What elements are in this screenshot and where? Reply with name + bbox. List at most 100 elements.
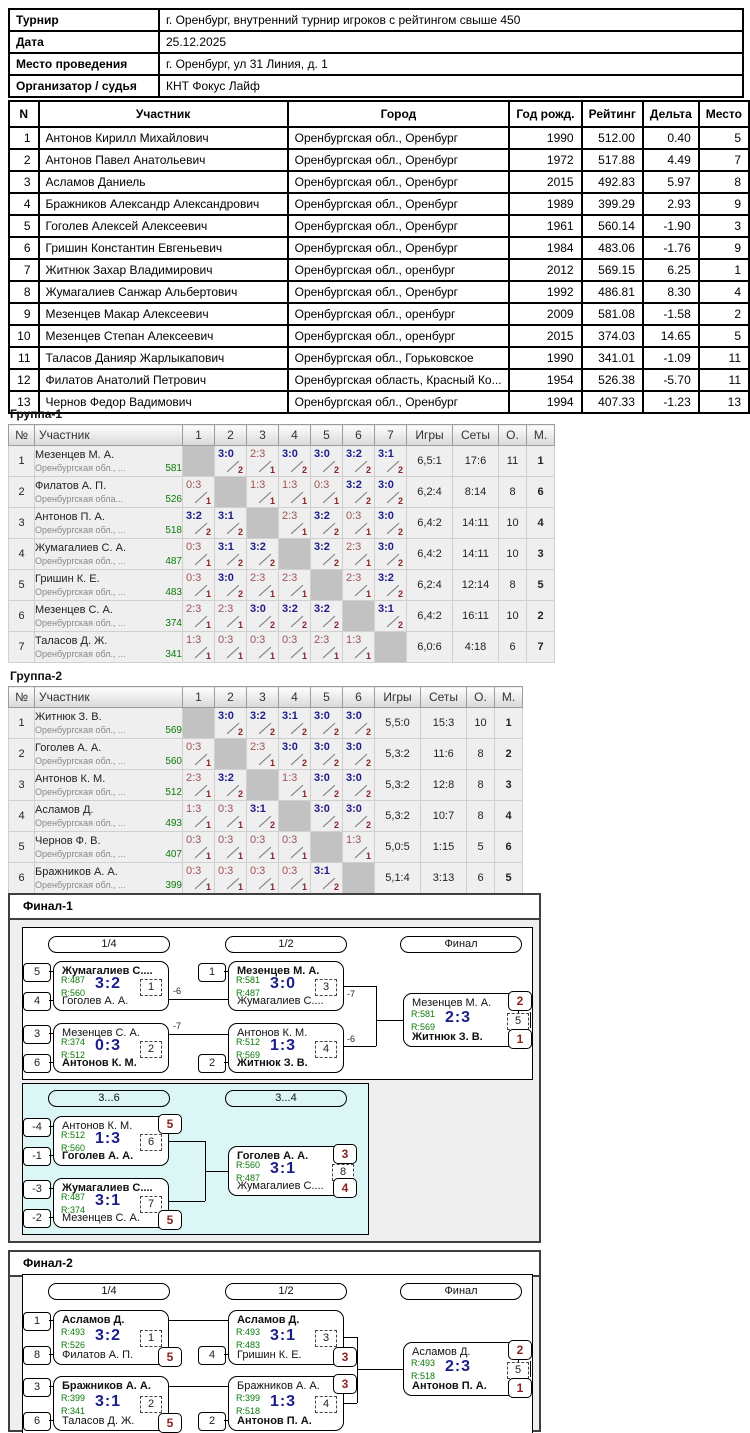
match-score: 1:3 — [269, 1037, 297, 1054]
participant-cell: 512.00 — [580, 126, 644, 150]
player-top: Асламов Д. — [237, 1314, 300, 1326]
match-points: 2 — [333, 620, 339, 630]
player-region: Оренбургская обла... — [35, 493, 123, 504]
player-top: Асламов Д. — [62, 1314, 125, 1326]
self-cell — [182, 707, 215, 739]
set-score: 0:3 — [218, 634, 234, 646]
column-header: 4 — [278, 686, 311, 708]
participant-cell: Оренбургская обл., Оренбург — [286, 214, 511, 238]
match-points: 1 — [205, 620, 211, 630]
match-points: 1 — [237, 851, 243, 861]
place-cell: 3 — [494, 769, 523, 801]
loser-destination-note: -7 — [173, 1021, 182, 1031]
row-number: 2 — [8, 738, 35, 770]
set-score: 2:3 — [250, 572, 266, 584]
info-label: Дата — [8, 30, 160, 54]
games-cell: 6,5:1 — [406, 445, 453, 477]
set-score: 1:3 — [282, 479, 298, 491]
rating-bottom: R:341 — [61, 1405, 86, 1416]
match-points: 2 — [365, 496, 371, 506]
round-label: 1/2 — [225, 936, 347, 953]
games-cell: 5,5:0 — [374, 707, 421, 739]
participant-cell: 1990 — [508, 346, 583, 370]
participant-cell: 8.30 — [641, 280, 700, 304]
participant-cell: 1994 — [508, 390, 583, 414]
participant-cell: Таласов Данияр Жарлыкапович — [37, 346, 289, 370]
points-cell: 8 — [466, 738, 495, 770]
score-cell: 0:3 1 — [310, 476, 343, 508]
player-cell: Антонов К. М. Оренбургская обл., ... 512 — [34, 769, 183, 801]
rating-top: R:560 — [236, 1160, 261, 1170]
participant-cell: Оренбургская обл., Оренбург — [286, 192, 511, 216]
participant-cell: -1.90 — [641, 214, 700, 238]
participant-cell: 2 — [8, 148, 40, 172]
participant-cell: Оренбургская обл., Оренбург — [286, 148, 511, 172]
score-cell: 1:3 1 — [342, 631, 375, 663]
player-top: Гоголев А. А. — [237, 1150, 309, 1162]
participant-cell: Оренбургская область, Красный Ко... — [286, 368, 511, 392]
match-points: 2 — [237, 527, 243, 537]
player-top: Антонов К. М. — [62, 1120, 133, 1132]
match-points: 2 — [333, 527, 339, 537]
rating-bottom: R:518 — [236, 1405, 261, 1416]
score-cell: 1:3 1 — [342, 831, 375, 863]
sets-cell: 1:15 — [420, 831, 467, 863]
participant-cell: Оренбургская обл., Оренбург — [286, 280, 511, 304]
rating-top: R:512 — [61, 1130, 86, 1140]
player-rating: 493 — [165, 817, 182, 829]
player-cell: Гоголев А. А. Оренбургская обл., ... 560 — [34, 738, 183, 770]
games-cell: 5,3:2 — [374, 769, 421, 801]
score-cell: 3:0 2 — [310, 769, 343, 801]
match-points: 2 — [397, 620, 403, 630]
rating-top: R:399 — [236, 1392, 261, 1403]
set-score: 3:1 — [218, 510, 234, 522]
player-region: Оренбургская обл., ... — [35, 817, 126, 828]
player-name: Мезенцев С. А. — [35, 603, 113, 616]
set-score: 0:3 — [186, 741, 202, 753]
player-subline: Оренбургская обл., ... 341 — [35, 648, 182, 660]
match-points: 1 — [237, 620, 243, 630]
player-name: Таласов Д. Ж. — [35, 634, 108, 647]
sets-cell: 4:18 — [452, 631, 499, 663]
bracket-match: Антонов К. М. R:512 R:569 1:3 4 Житнюк З. В. — [228, 1023, 344, 1073]
set-score: 1:3 — [250, 479, 266, 491]
player-region: Оренбургская обл., ... — [35, 648, 126, 659]
seed-box: 1 — [23, 1312, 51, 1331]
score-cell: 3:2 2 — [342, 445, 375, 477]
match-number-box: 5 — [507, 1361, 529, 1379]
player-subline: Оренбургская обл., ... 487 — [36, 556, 182, 567]
row-number: 4 — [8, 538, 35, 570]
set-score: 3:0 — [346, 710, 362, 722]
connector-line — [376, 1020, 403, 1021]
set-score: 3:1 — [378, 448, 394, 460]
participant-cell: 7 — [8, 258, 40, 282]
info-row: Турнир г. Оренбург, внутренний турнир игр… — [8, 8, 744, 32]
player-top: Бражников А. А. — [237, 1380, 320, 1392]
rating-bottom: R:569 — [411, 1022, 436, 1032]
player-rating: 518 — [165, 524, 182, 536]
player-top: Мезенцев С. А. — [62, 1027, 140, 1039]
column-header: Участник — [34, 686, 183, 708]
score-cell: 1:3 1 — [182, 800, 215, 832]
participant-cell: Оренбургская обл., Оренбург — [286, 126, 511, 150]
score-cell: 2:3 1 — [182, 600, 215, 632]
rating-top: R:581 — [411, 1009, 436, 1019]
bracket-match: Асламов Д. R:493 R:518 2:3 5 Антонов П. А. 2 1 — [403, 1340, 532, 1398]
player-rating: 581 — [165, 462, 182, 474]
place-cell: 7 — [526, 631, 555, 663]
place-badge: 2 — [508, 991, 532, 1011]
points-cell: 8 — [466, 800, 495, 832]
participant-cell: Оренбургская обл., оренбург — [286, 258, 511, 282]
set-score: 3:1 — [218, 541, 234, 553]
group-header-row: № Участник 1 2 3 4 5 6 Игры Сеты О. М. — [8, 686, 523, 708]
set-score: 3:0 — [218, 448, 234, 460]
score-cell: 3:0 2 — [374, 538, 407, 570]
score-cell: 3:0 2 — [342, 800, 375, 832]
player-subline: Оренбургская обл., ... 399 — [36, 880, 182, 891]
seed-box: 2 — [198, 1412, 226, 1431]
score-cell: 0:3 1 — [182, 862, 215, 894]
set-score: 3:1 — [282, 710, 298, 722]
participant-row: 4 Бражников Александр Александрович Оренбу… — [8, 192, 750, 216]
connector-line — [344, 1403, 357, 1404]
score-cell: 3:1 2 — [374, 445, 407, 477]
